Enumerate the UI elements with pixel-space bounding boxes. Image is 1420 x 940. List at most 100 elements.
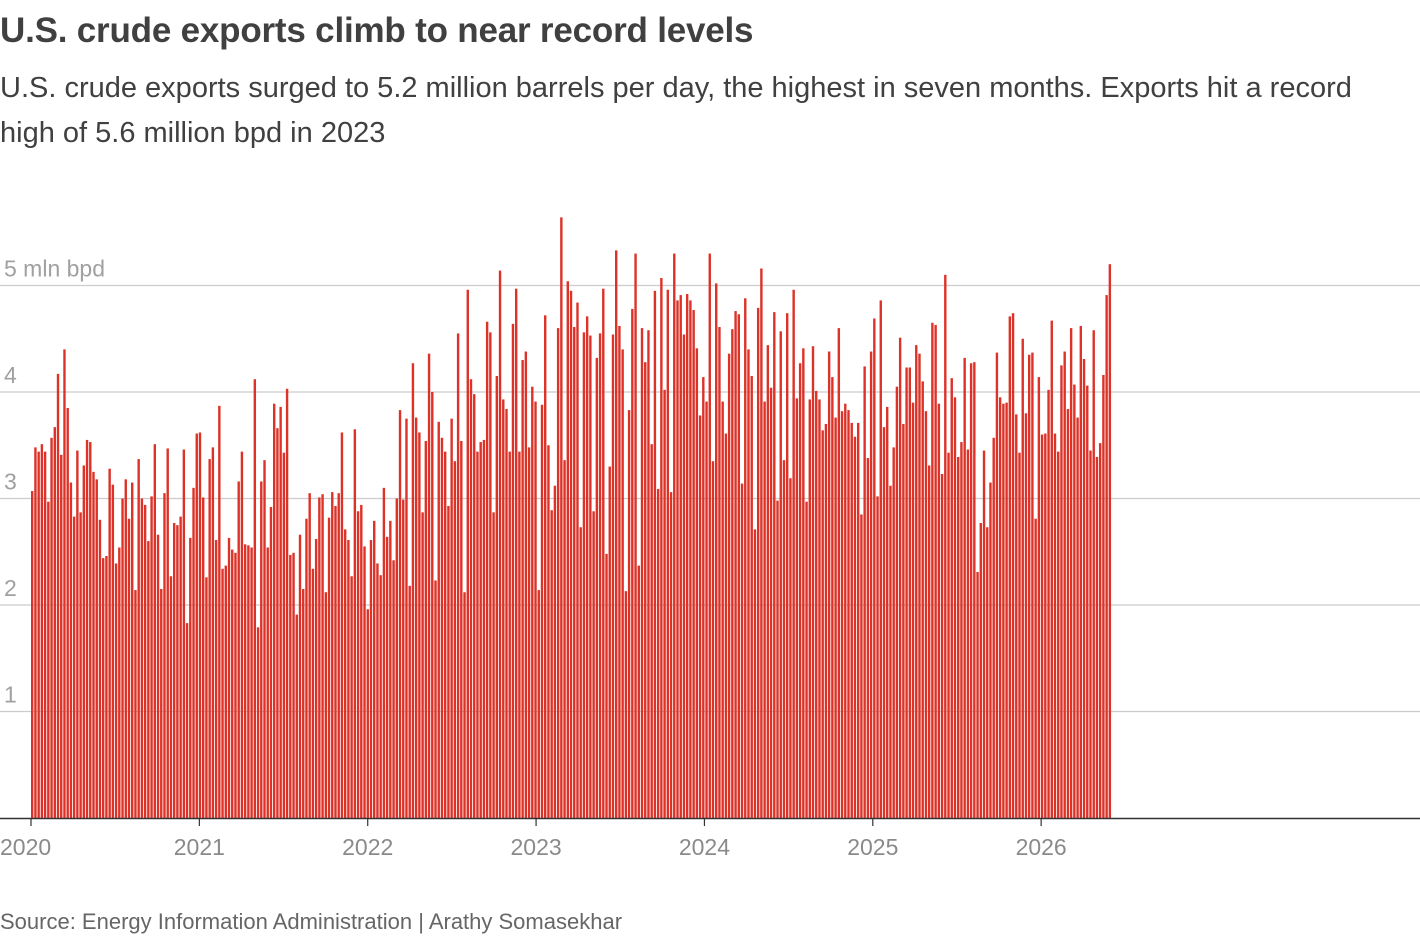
bar <box>179 516 182 818</box>
bar <box>85 439 89 818</box>
bar <box>608 466 611 818</box>
bar <box>269 507 273 818</box>
bar <box>824 423 828 818</box>
bar <box>172 523 176 818</box>
bar <box>408 585 411 818</box>
bar <box>166 448 169 818</box>
bar <box>537 590 540 818</box>
bar <box>837 328 841 818</box>
bar <box>331 492 334 818</box>
bar <box>31 491 34 818</box>
bar <box>505 409 508 818</box>
bar <box>1027 354 1031 818</box>
y-axis-labels: 1 2 3 4 5 mln bpd <box>4 256 105 708</box>
bar <box>343 529 347 818</box>
bar <box>989 482 992 818</box>
bar <box>1079 325 1083 818</box>
bar <box>1063 351 1066 818</box>
bar <box>379 575 382 818</box>
bar <box>160 589 163 818</box>
bar <box>253 379 257 818</box>
bar <box>853 436 857 818</box>
bar <box>214 540 218 818</box>
bar <box>156 534 160 818</box>
bar <box>150 496 153 818</box>
bar <box>489 332 492 818</box>
bar <box>92 471 95 819</box>
bar <box>1005 402 1008 818</box>
bar <box>905 367 908 818</box>
bar <box>514 288 518 818</box>
x-tick-label: 2023 <box>510 834 561 860</box>
bar <box>305 518 308 818</box>
bar <box>582 332 586 818</box>
bar <box>340 432 344 818</box>
bar <box>695 348 699 818</box>
bar <box>634 253 637 819</box>
bar <box>260 481 263 818</box>
bar <box>669 492 673 818</box>
bar <box>308 493 311 818</box>
bar <box>37 451 40 818</box>
bar <box>918 353 921 818</box>
bar <box>137 459 140 818</box>
bar <box>1069 328 1073 818</box>
bar <box>34 447 37 818</box>
bar <box>718 327 721 818</box>
bar <box>976 571 979 818</box>
bar <box>605 553 608 818</box>
bar <box>76 450 79 818</box>
bar <box>563 460 566 818</box>
bar <box>295 614 298 818</box>
bar <box>482 439 486 818</box>
bar <box>456 333 460 818</box>
bar <box>366 609 369 818</box>
bar <box>389 520 392 818</box>
bar <box>627 410 631 818</box>
bar <box>660 278 663 818</box>
bar <box>524 351 528 818</box>
bar <box>834 417 837 818</box>
bar <box>915 345 918 818</box>
bar <box>898 337 902 818</box>
bar <box>873 318 876 818</box>
bar <box>831 377 834 818</box>
bar <box>553 485 557 818</box>
y-tick-label: 5 mln bpd <box>4 256 105 282</box>
bar <box>808 399 811 818</box>
bar <box>979 523 982 818</box>
bar <box>540 404 544 818</box>
bar <box>318 497 321 818</box>
bar <box>382 487 386 818</box>
bar <box>744 298 747 818</box>
bar <box>360 504 363 818</box>
bar <box>108 468 111 818</box>
bar <box>927 465 931 818</box>
bar <box>566 281 569 818</box>
bar <box>760 268 763 819</box>
bar <box>573 327 576 818</box>
bar <box>847 410 850 818</box>
y-tick-label: 4 <box>4 362 17 388</box>
bar <box>266 547 269 818</box>
bar <box>1037 377 1041 818</box>
source-note: Source: Energy Information Administratio… <box>0 909 623 934</box>
bar <box>779 331 782 818</box>
bar <box>1044 433 1047 818</box>
bar <box>56 373 60 818</box>
bar <box>798 363 802 818</box>
bar <box>682 334 686 818</box>
bar <box>479 442 482 818</box>
bar <box>795 398 799 818</box>
bar <box>531 386 534 818</box>
bar <box>908 367 912 818</box>
bar <box>402 499 405 818</box>
bar <box>89 442 92 818</box>
bar <box>198 432 202 818</box>
bar <box>550 510 553 818</box>
bar <box>421 512 424 818</box>
bar <box>708 253 711 819</box>
bar <box>511 323 515 818</box>
bar <box>618 325 621 818</box>
